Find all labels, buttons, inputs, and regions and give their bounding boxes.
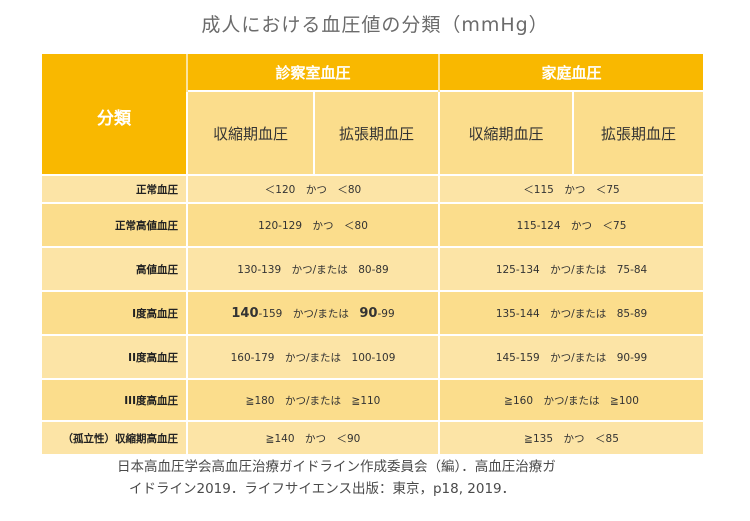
clinic-value: ＜120 かつ ＜80 — [185, 174, 440, 203]
row-category: 高値血圧 — [42, 246, 187, 291]
table-row: （孤立性）収縮期高血圧 ≧140 かつ ＜90 ≧135 かつ ＜85 — [42, 420, 704, 454]
diastolic-threshold: 90 — [359, 305, 378, 321]
bp-classification-table: 分類 診察室血圧 家庭血圧 収縮期血圧 拡張期血圧 収縮期血圧 拡張期血圧 正常… — [42, 54, 704, 454]
source-line-2: イドライン2019．ライフサイエンス出版：東京，p18, 2019． — [129, 481, 516, 497]
row-category: III度高血圧 — [42, 378, 187, 421]
row-category: I度高血圧 — [42, 290, 187, 335]
header-home-systolic: 収縮期血圧 — [438, 90, 574, 175]
home-value: 115-124 かつ ＜75 — [438, 202, 704, 247]
clinic-value-highlighted: 140-159 かつ/または 90-99 — [185, 290, 440, 335]
row-category: （孤立性）収縮期高血圧 — [42, 420, 187, 454]
systolic-range-rest: -159 — [258, 307, 283, 320]
table-row: 正常血圧 ＜120 かつ ＜80 ＜115 かつ ＜75 — [42, 174, 704, 203]
home-value: 145-159 かつ/または 90-99 — [438, 334, 704, 379]
page-title: 成人における血圧値の分類（mmHg） — [201, 14, 549, 36]
source-citation: 日本高血圧学会高血圧治療ガイドライン作成委員会（編）．高血圧治療ガ イドライン2… — [117, 456, 657, 500]
clinic-value: 160-179 かつ/または 100-109 — [185, 334, 440, 379]
row-category: II度高血圧 — [42, 334, 187, 379]
header-home-bp: 家庭血圧 — [438, 54, 704, 91]
source-line-1: 日本高血圧学会高血圧治療ガイドライン作成委員会（編）．高血圧治療ガ — [117, 459, 556, 475]
diastolic-range-rest: -99 — [377, 307, 395, 320]
home-value: ＜115 かつ ＜75 — [438, 174, 704, 203]
header-clinic-bp: 診察室血圧 — [185, 54, 440, 91]
clinic-value: 130-139 かつ/または 80-89 — [185, 246, 440, 291]
row-category: 正常血圧 — [42, 174, 187, 203]
table-row: 正常高値血圧 120-129 かつ ＜80 115-124 かつ ＜75 — [42, 202, 704, 247]
clinic-value: ≧140 かつ ＜90 — [185, 420, 440, 454]
home-value: ≧135 かつ ＜85 — [438, 420, 704, 454]
header-row-sub: 収縮期血圧 拡張期血圧 収縮期血圧 拡張期血圧 — [42, 90, 704, 175]
table-row: 高値血圧 130-139 かつ/または 80-89 125-134 かつ/または… — [42, 246, 704, 291]
row-category: 正常高値血圧 — [42, 202, 187, 247]
clinic-value: ≧180 かつ/または ≧110 — [185, 378, 440, 421]
home-value: 125-134 かつ/または 75-84 — [438, 246, 704, 291]
conjunction: かつ/または — [282, 307, 360, 320]
home-value: 135-144 かつ/または 85-89 — [438, 290, 704, 335]
table-row: I度高血圧 140-159 かつ/または 90-99 135-144 かつ/また… — [42, 290, 704, 335]
header-clinic-diastolic: 拡張期血圧 — [312, 90, 440, 175]
systolic-threshold: 140 — [231, 305, 259, 321]
header-category: 分類 — [42, 54, 187, 175]
header-row-top: 分類 診察室血圧 家庭血圧 — [42, 54, 704, 175]
table-row: III度高血圧 ≧180 かつ/または ≧110 ≧160 かつ/または ≧10… — [42, 378, 704, 421]
header-home-diastolic: 拡張期血圧 — [572, 90, 704, 175]
clinic-value: 120-129 かつ ＜80 — [185, 202, 440, 247]
header-clinic-systolic: 収縮期血圧 — [186, 90, 314, 175]
table-row: II度高血圧 160-179 かつ/または 100-109 145-159 かつ… — [42, 334, 704, 379]
home-value: ≧160 かつ/または ≧100 — [438, 378, 704, 421]
